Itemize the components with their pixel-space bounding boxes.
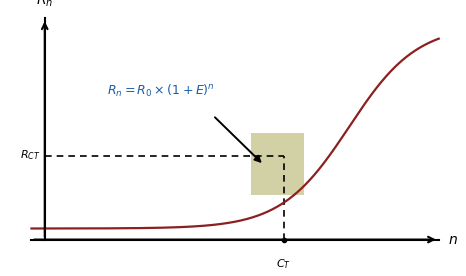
Text: $R_n = R_0 \times (1 + E)^n$: $R_n = R_0 \times (1 + E)^n$ <box>107 83 215 99</box>
Text: $n$: $n$ <box>447 233 458 246</box>
Text: $C_T$: $C_T$ <box>276 257 291 271</box>
Text: $R_{CT}$: $R_{CT}$ <box>20 149 40 163</box>
Bar <box>251 134 304 195</box>
Text: $R_n$: $R_n$ <box>36 0 53 9</box>
